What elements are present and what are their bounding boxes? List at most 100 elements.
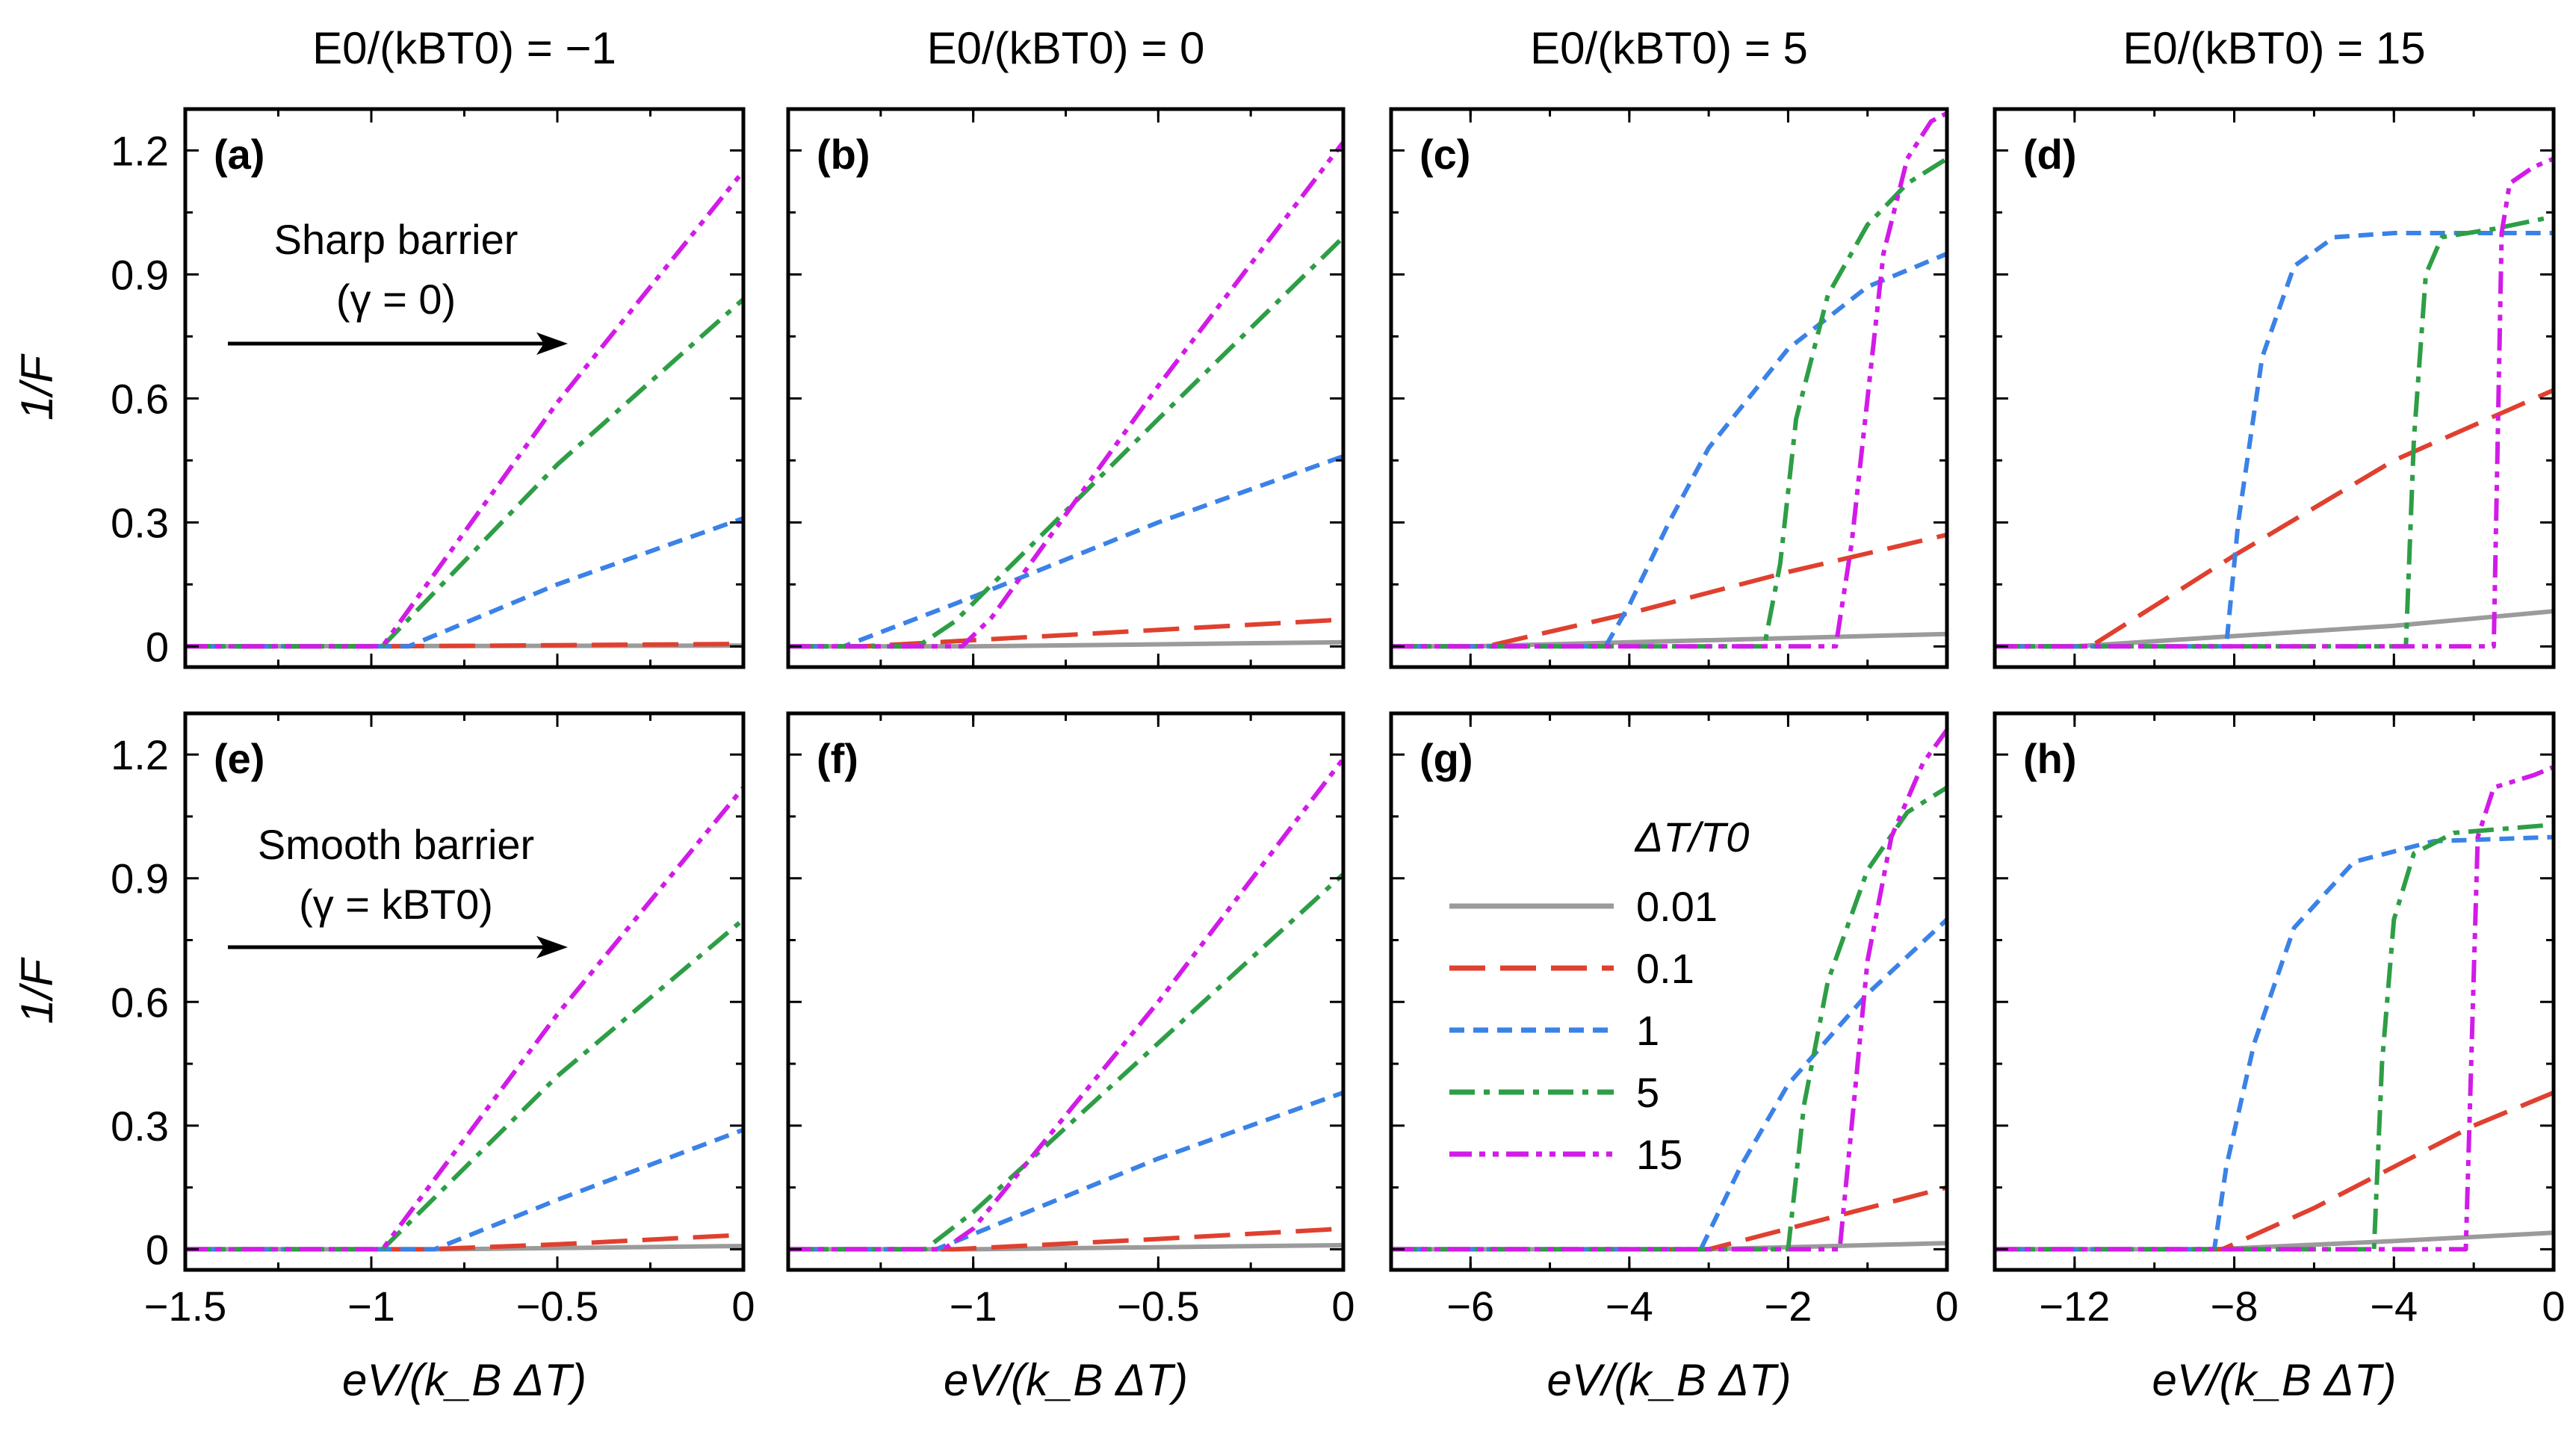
panel-frame — [1993, 711, 2556, 1272]
x-tick-label: −4 — [1606, 1283, 1653, 1330]
x-tick-label: 0 — [731, 1283, 755, 1330]
y-tick-label: 0.9 — [111, 251, 169, 298]
panel-frame — [786, 711, 1346, 1272]
y-axis-label: 1/F — [12, 957, 62, 1024]
series-line-15 — [1995, 156, 2554, 649]
x-axis-label: eV/(k_B ΔT) — [2152, 1355, 2397, 1405]
y-tick-label: 0 — [146, 1226, 169, 1273]
series-line-1 — [1391, 251, 1947, 649]
series-line-0.1 — [788, 617, 1343, 649]
panel-e — [183, 711, 746, 1272]
legend — [1449, 903, 1614, 1157]
panel-h — [1993, 711, 2556, 1272]
series-line-5 — [1391, 785, 1947, 1252]
arrow-head — [536, 936, 568, 958]
panel-frame — [183, 711, 746, 1272]
series-line-5 — [185, 917, 743, 1252]
panel-frame — [1389, 711, 1949, 1272]
panel-label: (h) — [2023, 735, 2077, 782]
x-tick-label: 0 — [2542, 1283, 2565, 1330]
x-tick-label: −1 — [347, 1283, 395, 1330]
series-line-0.1 — [1995, 1090, 2554, 1252]
legend-label: 0.1 — [1636, 945, 1694, 992]
panel-f — [786, 711, 1346, 1272]
column-title: E0/(kBT0) = 15 — [2123, 23, 2425, 73]
panel-label: (g) — [1419, 735, 1473, 782]
y-tick-label: 0 — [146, 623, 169, 670]
column-title: E0/(kBT0) = −1 — [312, 23, 616, 73]
x-tick-label: −0.5 — [516, 1283, 599, 1330]
y-tick-label: 1.2 — [111, 731, 169, 778]
x-tick-label: −2 — [1764, 1283, 1812, 1330]
series-line-15 — [1391, 111, 1947, 649]
panel-frame — [1993, 107, 2556, 669]
arrow-head — [536, 332, 568, 355]
panel-frame — [786, 107, 1346, 669]
barrier-annotation: Sharp barrier — [274, 216, 518, 263]
panel-label: (b) — [817, 131, 870, 178]
panel-g — [1389, 711, 1949, 1272]
barrier-annotation-gamma: (γ = kBT0) — [299, 881, 493, 928]
series-line-15 — [1995, 764, 2554, 1252]
legend-label: 1 — [1636, 1007, 1659, 1054]
series-line-5 — [1391, 156, 1947, 649]
panel-b — [786, 107, 1346, 669]
x-axis-label: eV/(k_B ΔT) — [944, 1355, 1188, 1405]
series-line-15 — [1391, 728, 1947, 1252]
y-tick-label: 0.3 — [111, 499, 169, 546]
y-tick-label: 1.2 — [111, 127, 169, 174]
panel-label: (c) — [1419, 131, 1470, 178]
series-line-0.1 — [1391, 1185, 1947, 1252]
series-line-5 — [1995, 822, 2554, 1252]
series-line-1 — [788, 453, 1343, 649]
legend-label: 0.01 — [1636, 883, 1718, 930]
panel-label: (e) — [214, 735, 264, 782]
plots-layer — [183, 107, 2556, 1272]
series-line-5 — [185, 297, 743, 649]
x-tick-label: −4 — [2370, 1283, 2418, 1330]
series-line-0.01 — [1995, 609, 2554, 649]
series-line-1 — [788, 1090, 1343, 1252]
series-line-1 — [1995, 231, 2554, 649]
series-line-5 — [788, 235, 1343, 649]
series-line-5 — [788, 872, 1343, 1252]
column-title: E0/(kBT0) = 0 — [927, 23, 1205, 73]
series-line-1 — [1995, 834, 2554, 1252]
barrier-annotation: Smooth barrier — [258, 821, 534, 868]
x-tick-label: −1 — [950, 1283, 997, 1330]
x-tick-label: −0.5 — [1117, 1283, 1200, 1330]
legend-label: 5 — [1636, 1069, 1659, 1116]
series-line-1 — [185, 515, 743, 649]
panel-frame — [183, 107, 746, 669]
series-line-1 — [185, 1127, 743, 1252]
legend-title: ΔT/T0 — [1634, 813, 1750, 861]
series-line-15 — [788, 140, 1343, 649]
panel-label: (f) — [817, 735, 858, 782]
panel-a — [183, 107, 746, 669]
y-tick-label: 0.6 — [111, 375, 169, 422]
panel-d — [1993, 107, 2556, 669]
panel-c — [1389, 107, 1949, 669]
series-line-0.1 — [1995, 388, 2554, 649]
series-line-5 — [1995, 214, 2554, 649]
x-tick-label: −1.5 — [144, 1283, 227, 1330]
series-line-0.01 — [1995, 1230, 2554, 1252]
series-line-15 — [788, 757, 1343, 1252]
series-line-15 — [185, 170, 743, 649]
x-tick-label: −8 — [2211, 1283, 2258, 1330]
y-axis-label: 1/F — [12, 353, 62, 421]
panel-frame — [1389, 107, 1949, 669]
x-tick-label: −12 — [2039, 1283, 2110, 1330]
x-tick-label: 0 — [1935, 1283, 1958, 1330]
y-tick-label: 0.6 — [111, 979, 169, 1026]
x-tick-label: −6 — [1446, 1283, 1494, 1330]
series-line-15 — [185, 786, 743, 1252]
legend-label: 15 — [1636, 1131, 1682, 1178]
text-layer: E0/(kBT0) = −1 E0/(kBT0) = 0 E0/(kBT0) = 5… — [12, 23, 2566, 1405]
x-axis-label: eV/(k_B ΔT) — [1547, 1355, 1792, 1405]
y-tick-label: 0.3 — [111, 1103, 169, 1150]
column-title: E0/(kBT0) = 5 — [1530, 23, 1808, 73]
panel-label: (a) — [214, 131, 264, 178]
x-tick-label: 0 — [1331, 1283, 1354, 1330]
